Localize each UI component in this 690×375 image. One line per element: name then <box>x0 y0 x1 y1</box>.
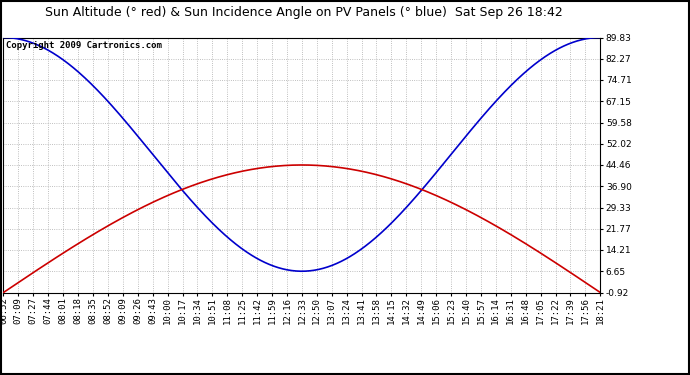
Text: Copyright 2009 Cartronics.com: Copyright 2009 Cartronics.com <box>6 41 162 50</box>
Text: Sun Altitude (° red) & Sun Incidence Angle on PV Panels (° blue)  Sat Sep 26 18:: Sun Altitude (° red) & Sun Incidence Ang… <box>45 6 562 19</box>
